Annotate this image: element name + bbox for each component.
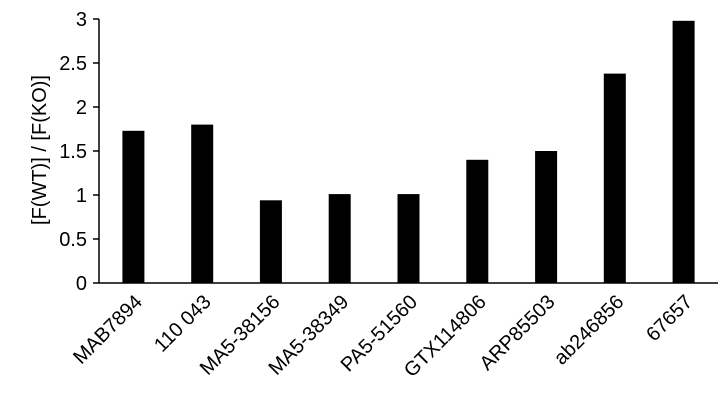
bar-67657 xyxy=(672,20,695,284)
x-tick-label: ARP85503 xyxy=(476,291,560,375)
y-tick-label: 2.5 xyxy=(59,53,87,75)
bar-ma5-38349 xyxy=(328,194,351,283)
bar-ma5-38156 xyxy=(259,200,282,283)
y-tick-label: 3 xyxy=(76,9,87,31)
x-tick-label: 67657 xyxy=(642,291,697,346)
y-axis: 0 0.5 1 1.5 2 2.5 3 xyxy=(59,9,100,295)
x-tick-label: 110 043 xyxy=(150,291,216,357)
y-tick-label: 1 xyxy=(76,185,87,207)
bar-gtx114806 xyxy=(466,159,489,283)
x-tick-label: ab246856 xyxy=(550,291,628,369)
x-tick-label: MAB7894 xyxy=(69,291,147,369)
bars xyxy=(122,20,695,284)
bar-ab246856 xyxy=(603,73,626,283)
y-axis-title: [F(WT)] / [F(KO)] xyxy=(29,75,51,225)
y-tick-label: 0 xyxy=(76,273,87,295)
bar-arp85503 xyxy=(535,151,558,283)
y-tick-label: 1.5 xyxy=(59,141,87,163)
y-tick-label: 0.5 xyxy=(59,229,87,251)
bar-110-043 xyxy=(191,124,214,283)
bar-mab7894 xyxy=(122,130,145,283)
bar-pa5-51560 xyxy=(397,194,420,283)
x-axis: MAB7894 110 043MA5-38156MA5-38349PA5-5156… xyxy=(69,282,718,382)
y-tick-label: 2 xyxy=(76,97,87,119)
